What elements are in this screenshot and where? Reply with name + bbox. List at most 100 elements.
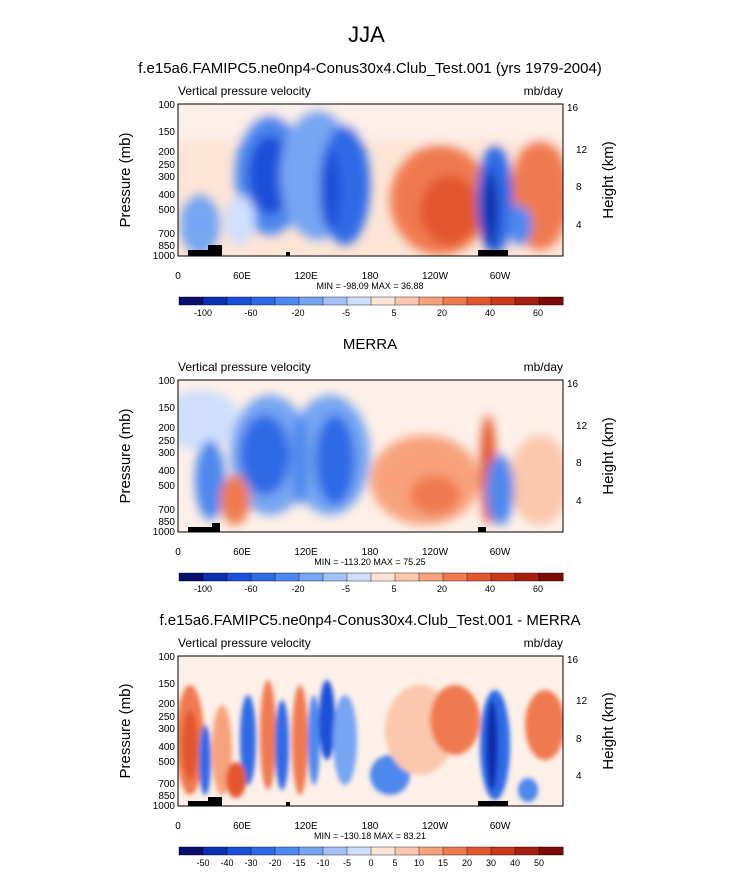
colorbar <box>178 296 564 306</box>
band <box>226 762 246 798</box>
colorbar-swatch <box>226 846 252 856</box>
y2-tick: 8 <box>576 458 582 469</box>
colorbar-swatch <box>346 296 372 306</box>
colorbar-label: 20 <box>437 308 447 318</box>
band <box>518 778 538 802</box>
colorbar-label: 20 <box>462 858 472 868</box>
colorbar-swatch <box>250 572 276 582</box>
y-tick: 1000 <box>153 527 176 538</box>
band <box>240 695 256 785</box>
y-tick: 850 <box>158 517 175 528</box>
x-tick: 0 <box>175 821 181 832</box>
y2-tick: 16 <box>567 379 579 390</box>
y-tick: 300 <box>158 172 175 183</box>
units-label: mb/day <box>524 360 563 374</box>
x-tick: 60W <box>490 271 511 282</box>
colorbar-label: -5 <box>342 584 350 594</box>
x-tick: 120W <box>422 547 449 558</box>
y-tick: 100 <box>158 652 175 663</box>
colorbar-labels: -100 -60 -20 -5 5 20 40 60 <box>194 308 543 318</box>
y-tick: 850 <box>158 791 175 802</box>
x-tick: 120W <box>422 271 449 282</box>
band <box>248 135 292 215</box>
colorbar-label: -30 <box>244 858 257 868</box>
colorbar-swatch <box>298 572 324 582</box>
y-axis-label: Pressure (mb) <box>117 408 134 503</box>
panel-3: f.e15a6.FAMIPC5.ne0np4-Conus30x4.Club_Te… <box>117 612 617 868</box>
colorbar-label: 30 <box>486 858 496 868</box>
y2-tick: 16 <box>567 655 579 666</box>
colorbar-label: 60 <box>533 308 543 318</box>
colorbar-label: 5 <box>391 584 396 594</box>
colorbar-label: -15 <box>292 858 305 868</box>
colorbar-swatch <box>202 572 228 582</box>
colorbar <box>178 846 564 856</box>
plot-frame <box>177 655 564 807</box>
band <box>482 170 498 250</box>
band <box>420 175 480 245</box>
colorbar-swatch <box>298 296 324 306</box>
band <box>275 700 289 790</box>
band <box>320 150 340 230</box>
heatmap-field <box>178 656 563 806</box>
y-tick: 250 <box>158 712 175 723</box>
heatmap-field <box>178 104 563 256</box>
colorbar-swatch <box>418 296 444 306</box>
x-tick: 180 <box>362 271 379 282</box>
x-tick: 180 <box>362 547 379 558</box>
colorbar-label: 10 <box>414 858 424 868</box>
panel-title: f.e15a6.FAMIPC5.ne0np4-Conus30x4.Club_Te… <box>138 60 602 77</box>
band <box>510 435 563 525</box>
band <box>199 725 211 795</box>
panel-2: MERRA Vertical pressure velocity mb/day <box>117 336 617 594</box>
y-tick: 200 <box>158 699 175 710</box>
y-tick: 700 <box>158 229 175 240</box>
y-tick: 500 <box>158 757 175 768</box>
y2-tick: 12 <box>576 696 588 707</box>
panel-title: MERRA <box>343 336 397 353</box>
colorbar-swatch <box>298 846 324 856</box>
colorbar-swatch <box>514 296 540 306</box>
y-tick: 200 <box>158 423 175 434</box>
plot-frame <box>177 103 564 257</box>
topography <box>188 797 508 806</box>
y-tick: 100 <box>158 100 175 111</box>
y-tick: 200 <box>158 147 175 158</box>
colorbar-swatch <box>202 296 228 306</box>
colorbar-swatch <box>538 846 564 856</box>
topography <box>188 523 486 532</box>
colorbar-label: 20 <box>437 584 447 594</box>
plot-frame <box>177 379 564 533</box>
colorbar-swatch <box>394 572 420 582</box>
colorbar-swatch <box>514 572 540 582</box>
colorbar-swatch <box>226 296 252 306</box>
colorbar-swatch <box>490 846 516 856</box>
panel-title: f.e15a6.FAMIPC5.ne0np4-Conus30x4.Club_Te… <box>159 612 580 629</box>
colorbar-swatch <box>418 846 444 856</box>
colorbar-label: 0 <box>368 858 373 868</box>
y2-tick: 4 <box>576 771 582 782</box>
topography <box>188 245 508 256</box>
colorbar-swatch <box>346 846 372 856</box>
colorbar-labels: -100 -60 -20 -5 5 20 40 60 <box>194 584 543 594</box>
min-max-stats: MIN = -98.09 MAX = 36.88 <box>316 281 423 291</box>
x-tick: 60E <box>233 547 251 558</box>
colorbar-label: 5 <box>391 308 396 318</box>
heatmap-field <box>178 380 563 532</box>
y-tick: 250 <box>158 160 175 171</box>
band <box>486 700 498 790</box>
colorbar-swatch <box>178 296 204 306</box>
colorbar-label: -20 <box>291 584 304 594</box>
colorbar-swatch <box>466 572 492 582</box>
y2-tick: 4 <box>576 496 582 507</box>
y2-ticks: 16 12 8 4 <box>567 655 588 782</box>
units-label: mb/day <box>524 636 563 650</box>
y2-tick: 12 <box>576 421 588 432</box>
min-max-stats: MIN = -130.18 MAX = 83.21 <box>314 831 426 841</box>
colorbar-swatch <box>538 296 564 306</box>
y-tick: 400 <box>158 466 175 477</box>
colorbar-label: 15 <box>438 858 448 868</box>
colorbar-swatch <box>370 572 396 582</box>
band <box>319 680 335 760</box>
colorbar-label: 40 <box>485 584 495 594</box>
